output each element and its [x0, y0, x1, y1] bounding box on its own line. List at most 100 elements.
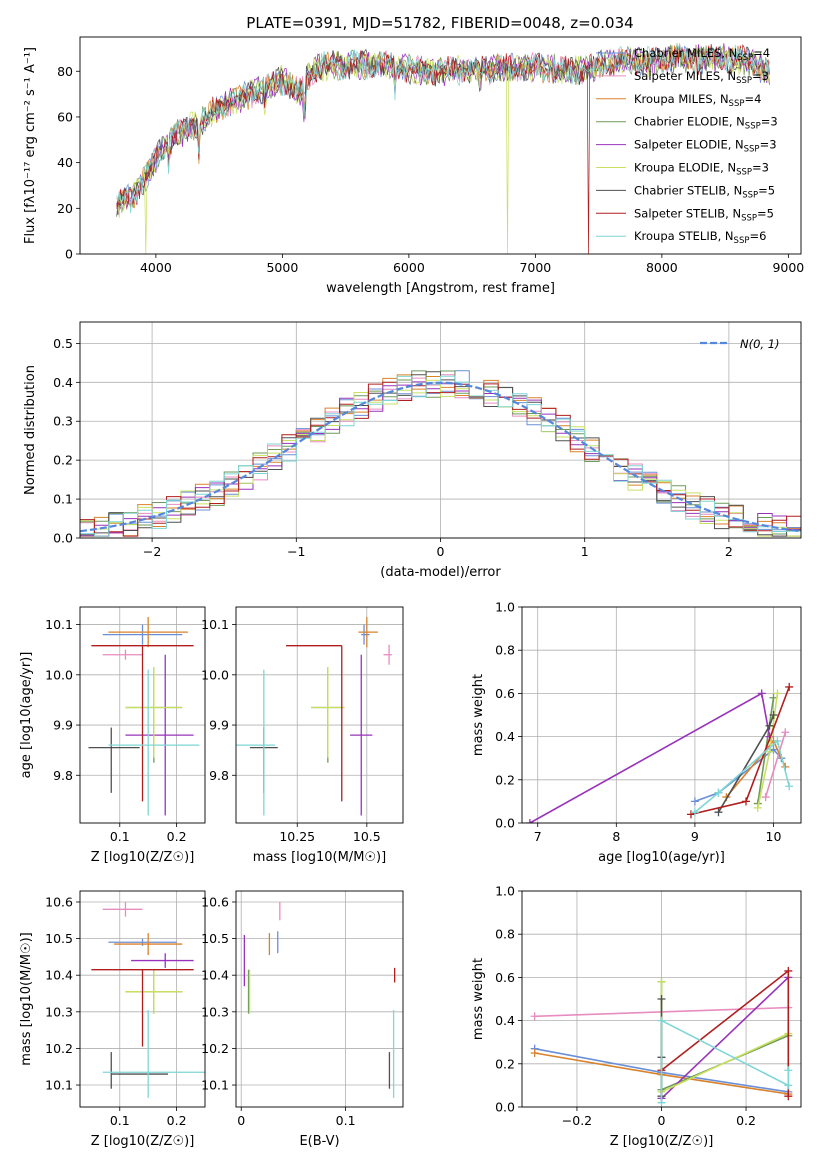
axes-mass-ebv: 0 0.1 10.1 10.2 10.3 10.4 10.5 10.6 E(B-V)	[201, 890, 404, 1149]
histogram-kroupa-stelib	[80, 375, 801, 537]
x-axis-label: (data-model)/error	[380, 565, 501, 580]
weight-marker-kroupa-stelib	[657, 1098, 666, 1107]
errorbar-kroupa-elodie	[125, 969, 183, 1014]
plot-area-weight-age	[525, 682, 794, 823]
axes-frame	[521, 606, 802, 824]
weight-marker-kroupa-stelib	[690, 808, 699, 817]
y-axis-label: mass [log10(M/M☉)]	[19, 932, 34, 1065]
y-tick-label: 10.2	[201, 1041, 229, 1056]
y-tick-label: 10.4	[201, 968, 229, 983]
plot-area-age-Z	[88, 617, 200, 816]
errorbar-kroupa-miles	[108, 617, 188, 648]
y-tick-label: 10.1	[201, 617, 229, 632]
x-axis-label: age [log10(age/yr)]	[598, 850, 725, 865]
y-axis-label: Normed distribution	[23, 365, 38, 495]
y-tick-label: 0.6	[495, 970, 515, 985]
axes-frame	[79, 321, 802, 539]
x-tick-label: −0.2	[562, 1113, 592, 1128]
axes-weight-age: 7 8 9 10 0.0 0.2 0.4 0.6 0.8 1.0 age [log10(age/yr…	[471, 600, 802, 865]
x-tick-label: 9	[691, 829, 699, 844]
weight-line-salpeter-elodie	[660, 976, 789, 1099]
plot-area-weight-Z	[530, 966, 793, 1107]
y-tick-label: 0	[65, 247, 73, 262]
errorbar-salpeter-stelib	[286, 645, 343, 802]
y-tick-label: 80	[57, 64, 73, 79]
legend-sub: SSP	[736, 168, 752, 178]
x-axis-label: mass [log10(M/M☉)]	[253, 850, 386, 865]
weight-marker-chabrier-stelib	[765, 721, 774, 730]
errorbar-salpeter-stelib	[91, 969, 194, 1047]
y-tick-label: 10.5	[45, 931, 73, 946]
y-tick-label: 0.2	[53, 453, 73, 468]
legend-label-salpeter-stelib: Salpeter STELIB, NSSP=5	[634, 206, 774, 223]
plot-area-mass-ebv	[243, 901, 396, 1098]
errorbar-kroupa-stelib	[102, 1009, 205, 1098]
y-tick-label: 10.3	[201, 1004, 229, 1019]
weight-marker-kroupa-stelib	[657, 1016, 666, 1025]
errorbar-chabrier-miles	[108, 938, 177, 946]
plot-area-age-mass	[236, 617, 392, 816]
legend-n: =3	[752, 69, 769, 83]
y-tick-label: 0.2	[495, 772, 515, 787]
weight-marker-chabrier-stelib	[714, 808, 723, 817]
y-tick-label: 0.0	[495, 1100, 515, 1115]
y-tick-label: 10.5	[201, 931, 229, 946]
errorbar-kroupa-miles	[114, 933, 183, 956]
spectrum-series-salpeter-stelib	[116, 43, 770, 254]
y-tick-label: 10.4	[45, 968, 73, 983]
x-tick-label: 5000	[266, 260, 298, 275]
legend-sub: SSP	[736, 76, 752, 86]
legend-text: Chabrier ELODIE, N	[634, 115, 745, 129]
x-tick-label: 8	[612, 829, 620, 844]
x-tick-label: 10.5	[353, 829, 381, 844]
errorbar-kroupa-stelib	[236, 669, 275, 816]
weight-marker-salpeter-stelib	[784, 1092, 793, 1101]
errorbar-chabrier-stelib	[88, 727, 140, 793]
errorbar-kroupa-elodie	[311, 667, 345, 758]
x-axis-label: Z [log10(Z/Z☉)]	[610, 1134, 714, 1149]
y-tick-label: 0.4	[53, 375, 73, 390]
y-tick-label: 0.8	[495, 643, 515, 658]
legend-label-chabrier-elodie: Chabrier ELODIE, NSSP=3	[634, 115, 778, 132]
errorbar-salpeter-elodie	[350, 654, 373, 816]
x-tick-label: 10.25	[279, 829, 315, 844]
legend-text: Salpeter ELODIE, N	[634, 138, 744, 152]
x-tick-label: 0	[658, 1113, 666, 1128]
legend-label-chabrier-stelib: Chabrier STELIB, NSSP=5	[634, 183, 775, 200]
errorbar-salpeter-miles	[102, 649, 143, 660]
y-axis-label: age [log10(age/yr)]	[19, 652, 34, 779]
y-tick-label: 1.0	[495, 600, 515, 615]
y-tick-label: 9.8	[209, 768, 229, 783]
y-tick-label: 9.9	[209, 718, 229, 733]
x-axis-label: Z [log10(Z/Z☉)]	[91, 850, 195, 865]
y-tick-label: 10.0	[45, 667, 73, 682]
legend-label-chabrier-miles: Chabrier MILES, NSSP=4	[634, 46, 770, 63]
errorbar-salpeter-stelib	[91, 645, 194, 802]
y-axis-label: mass weight	[471, 674, 486, 756]
legend-sub: SSP	[742, 190, 758, 200]
axes-spectrum: 4000 5000 6000 7000 8000 9000 0 20 40 60 80 wavelen…	[23, 36, 804, 296]
y-tick-label: 0.6	[495, 686, 515, 701]
legend-text: Kroupa ELODIE, N	[634, 161, 736, 175]
y-tick-label: 20	[57, 201, 73, 216]
x-tick-label: 0	[237, 1113, 245, 1128]
figure-title: PLATE=0391, MJD=51782, FIBERID=0048, z=0…	[246, 14, 633, 32]
x-tick-label: 7000	[519, 260, 551, 275]
legend-n: =5	[758, 183, 775, 197]
axes-residuals: −2 −1 0 1 2 0.0 0.1 0.2 0.3 0.4 0.5 (data-model)/er…	[23, 321, 802, 580]
errorbar-chabrier-miles	[102, 624, 183, 645]
x-tick-label: 0.2	[167, 1113, 187, 1128]
legend-n: =3	[752, 161, 769, 175]
errorbar-salpeter-elodie	[131, 953, 194, 968]
errorbar-kroupa-miles	[358, 617, 378, 648]
weight-marker-kroupa-stelib	[784, 1081, 793, 1090]
weight-marker-salpeter-miles	[530, 1012, 539, 1021]
errorbar-salpeter-miles	[383, 644, 392, 665]
errorbar-chabrier-miles	[361, 624, 370, 645]
errorbar-chabrier-stelib	[110, 1052, 169, 1089]
histogram-kroupa-elodie	[80, 379, 801, 537]
x-tick-label: 0.1	[336, 1113, 356, 1128]
plot-area-spectrum	[116, 43, 770, 254]
